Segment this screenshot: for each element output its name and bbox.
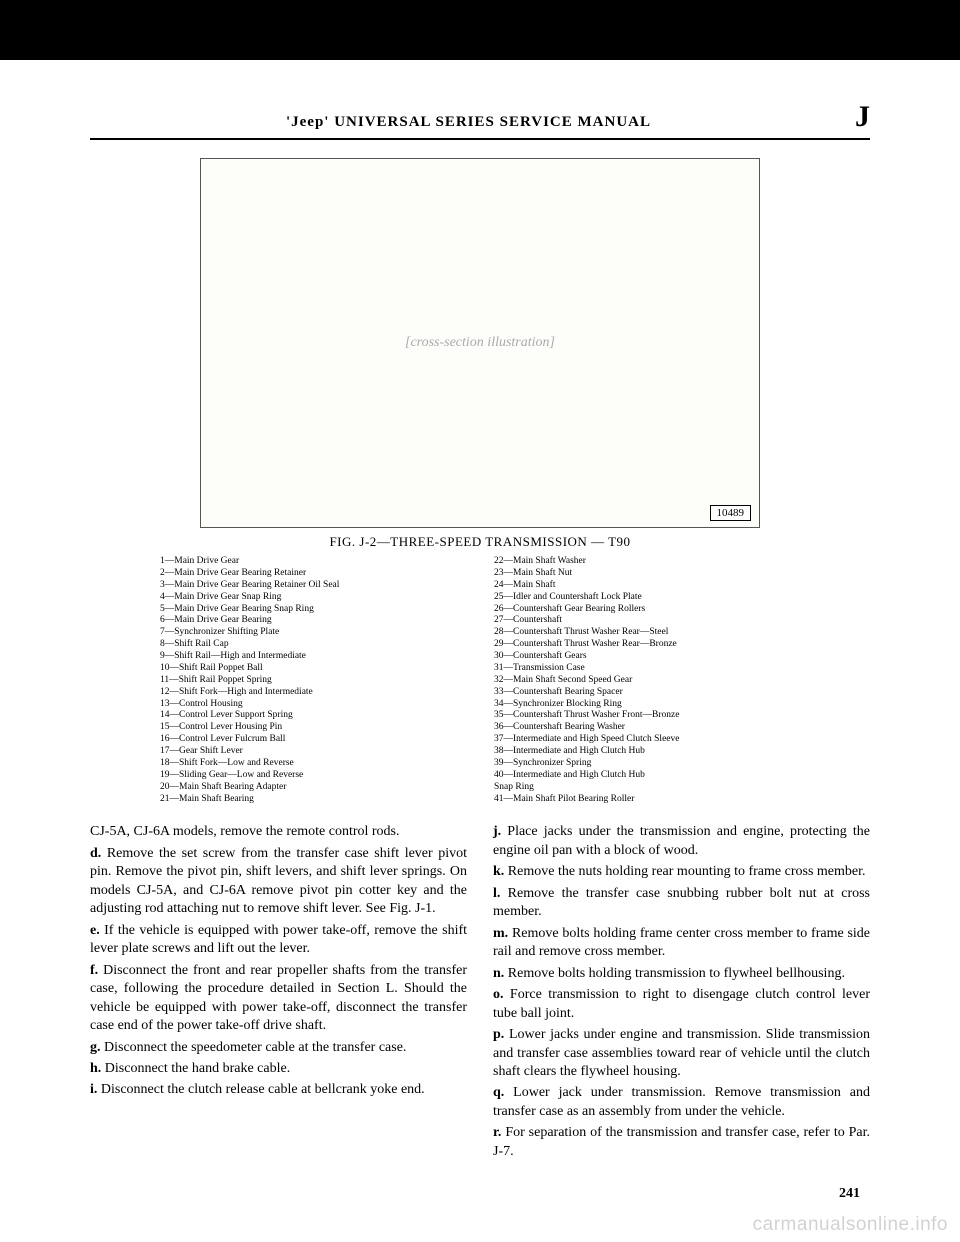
top-black-bar bbox=[0, 0, 960, 60]
step-h: h. Disconnect the hand brake cable. bbox=[90, 1060, 467, 1078]
parts-list-right: 22—Main Shaft Washer 23—Main Shaft Nut 2… bbox=[494, 556, 800, 805]
step-g: g. Disconnect the speedometer cable at t… bbox=[90, 1039, 467, 1057]
step-q: q. Lower jack under transmission. Remove… bbox=[493, 1084, 870, 1121]
body-text: CJ-5A, CJ-6A models, remove the remote c… bbox=[90, 823, 870, 1164]
left-column: CJ-5A, CJ-6A models, remove the remote c… bbox=[90, 823, 467, 1164]
page: 'Jeep' UNIVERSAL SERIES SERVICE MANUAL J… bbox=[0, 0, 960, 1242]
step-k: k. Remove the nuts holding rear mounting… bbox=[493, 863, 870, 881]
figure-placeholder-label: [cross-section illustration] bbox=[405, 335, 555, 351]
step-e: e. If the vehicle is equipped with power… bbox=[90, 922, 467, 959]
parts-list-left: 1—Main Drive Gear 2—Main Drive Gear Bear… bbox=[160, 556, 466, 805]
figure-id-box: 10489 bbox=[710, 505, 752, 521]
figure-block: [cross-section illustration] 10489 FIG. … bbox=[90, 158, 870, 805]
section-letter: J bbox=[855, 100, 870, 134]
step-m: m. Remove bolts holding frame center cro… bbox=[493, 925, 870, 962]
watermark: carmanualsonline.info bbox=[753, 1214, 948, 1236]
step-f: f. Disconnect the front and rear propell… bbox=[90, 962, 467, 1036]
step-p: p. Lower jacks under engine and transmis… bbox=[493, 1026, 870, 1081]
content-area: 'Jeep' UNIVERSAL SERIES SERVICE MANUAL J… bbox=[0, 60, 960, 1164]
step-r: r. For separation of the transmission an… bbox=[493, 1124, 870, 1161]
parts-legend: 1—Main Drive Gear 2—Main Drive Gear Bear… bbox=[160, 556, 800, 805]
step-d: d. Remove the set screw from the transfe… bbox=[90, 845, 467, 919]
figure-caption: FIG. J-2—THREE-SPEED TRANSMISSION — T90 bbox=[90, 534, 870, 550]
step-j: j. Place jacks under the transmission an… bbox=[493, 823, 870, 860]
page-number: 241 bbox=[839, 1186, 860, 1202]
step-n: n. Remove bolts holding transmission to … bbox=[493, 965, 870, 983]
step-i: i. Disconnect the clutch release cable a… bbox=[90, 1081, 467, 1099]
running-head: 'Jeep' UNIVERSAL SERIES SERVICE MANUAL J bbox=[90, 100, 870, 140]
step-o: o. Force transmission to right to diseng… bbox=[493, 986, 870, 1023]
manual-title: 'Jeep' UNIVERSAL SERIES SERVICE MANUAL bbox=[90, 114, 847, 131]
right-column: j. Place jacks under the transmission an… bbox=[493, 823, 870, 1164]
intro-line: CJ-5A, CJ-6A models, remove the remote c… bbox=[90, 823, 467, 841]
step-l: l. Remove the transfer case snubbing rub… bbox=[493, 885, 870, 922]
figure-illustration: [cross-section illustration] 10489 bbox=[200, 158, 760, 528]
